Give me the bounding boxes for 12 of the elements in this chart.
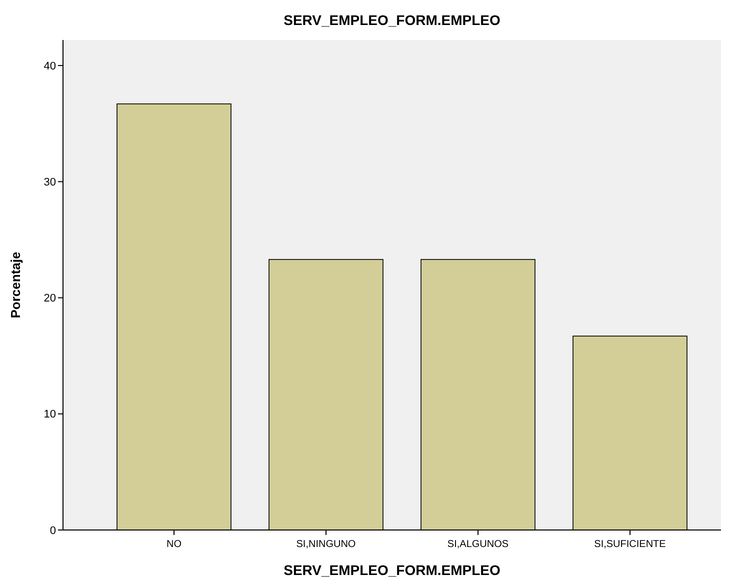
y-tick-label: 30 [44, 176, 56, 189]
x-tick-label: SI,SUFICIENTE [594, 539, 666, 550]
y-tick-label: 10 [44, 408, 56, 421]
chart-title: SERV_EMPLEO_FORM.EMPLEO [284, 12, 500, 28]
x-tick-label: NO [166, 539, 182, 550]
x-tick-label: SI,NINGUNO [296, 539, 356, 550]
x-axis-title: SERV_EMPLEO_FORM.EMPLEO [284, 562, 500, 578]
y-axis-title: Porcentaje [8, 252, 23, 318]
y-tick-label: 20 [44, 292, 56, 305]
x-tick-label: SI,ALGUNOS [447, 539, 509, 550]
y-tick-label: 40 [44, 60, 56, 72]
y-tick-label: 0 [50, 524, 56, 537]
